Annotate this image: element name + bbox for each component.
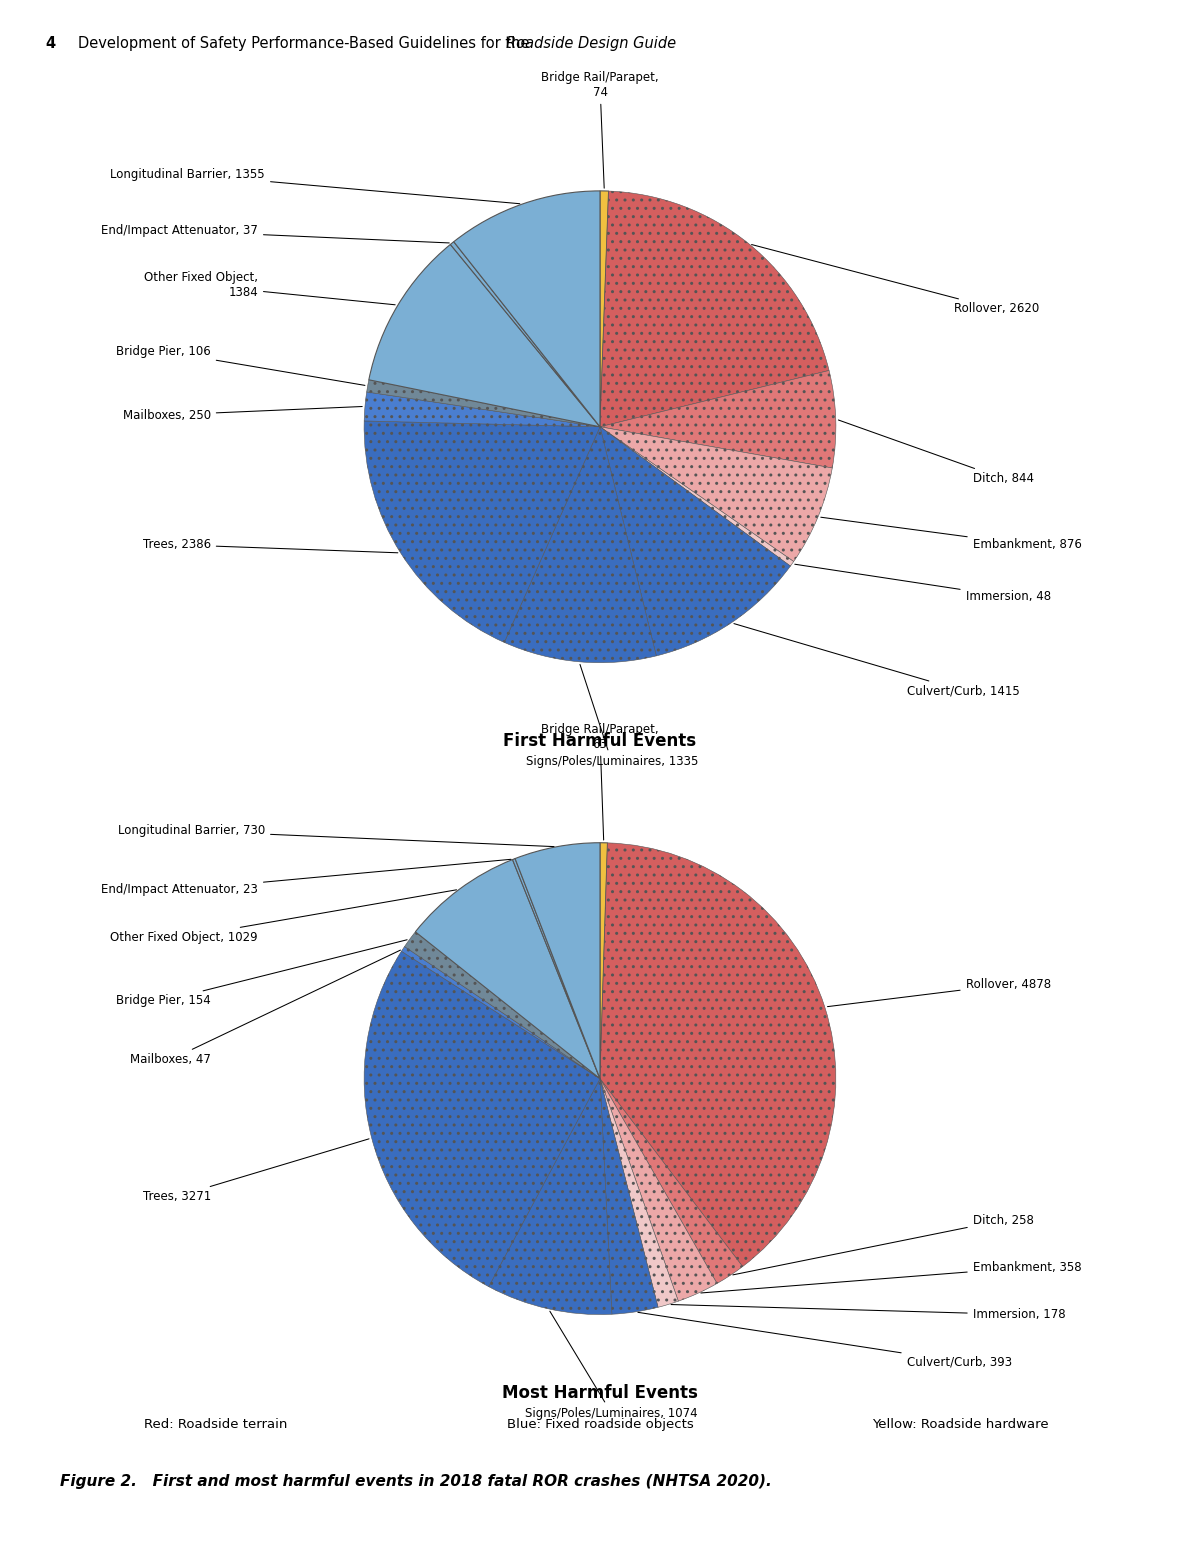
Wedge shape (415, 860, 600, 1079)
Text: Other Fixed Object, 1029: Other Fixed Object, 1029 (110, 889, 456, 944)
Wedge shape (600, 191, 608, 427)
Wedge shape (600, 427, 793, 566)
Wedge shape (454, 191, 600, 427)
Wedge shape (600, 427, 791, 656)
Text: Signs/Poles/Luminaires, 1335: Signs/Poles/Luminaires, 1335 (526, 664, 698, 768)
Wedge shape (364, 393, 600, 427)
Wedge shape (600, 191, 829, 427)
Wedge shape (364, 951, 600, 1287)
Wedge shape (515, 843, 600, 1079)
Title: First Harmful Events: First Harmful Events (504, 733, 696, 750)
Wedge shape (504, 427, 656, 663)
Wedge shape (600, 1079, 718, 1301)
Text: Bridge Rail/Parapet,
63: Bridge Rail/Parapet, 63 (541, 723, 659, 840)
Text: 4: 4 (46, 36, 55, 51)
Text: End/Impact Attenuator, 23: End/Impact Attenuator, 23 (101, 860, 511, 897)
Wedge shape (368, 244, 600, 427)
Text: Trees, 2386: Trees, 2386 (143, 539, 398, 553)
Text: Embankment, 876: Embankment, 876 (821, 517, 1081, 551)
Text: Embankment, 358: Embankment, 358 (701, 1260, 1081, 1293)
Wedge shape (600, 1079, 743, 1284)
Text: Bridge Pier, 106: Bridge Pier, 106 (116, 345, 365, 385)
Text: Longitudinal Barrier, 730: Longitudinal Barrier, 730 (118, 824, 554, 846)
Wedge shape (404, 931, 600, 1079)
Text: Ditch, 258: Ditch, 258 (733, 1214, 1033, 1274)
Wedge shape (364, 421, 600, 643)
Wedge shape (512, 858, 600, 1079)
Text: Development of Safety Performance-Based Guidelines for the: Development of Safety Performance-Based … (78, 36, 534, 51)
Text: Blue: Fixed roadside objects: Blue: Fixed roadside objects (506, 1419, 694, 1431)
Text: Bridge Rail/Parapet,
74: Bridge Rail/Parapet, 74 (541, 71, 659, 188)
Text: Roadside Design Guide: Roadside Design Guide (506, 36, 677, 51)
Wedge shape (600, 843, 607, 1079)
Text: Mailboxes, 250: Mailboxes, 250 (122, 407, 362, 422)
Text: Immersion, 48: Immersion, 48 (794, 565, 1051, 604)
Title: Most Harmful Events: Most Harmful Events (502, 1384, 698, 1401)
Wedge shape (402, 947, 600, 1079)
Wedge shape (600, 1079, 678, 1307)
Wedge shape (450, 242, 600, 427)
Wedge shape (600, 1079, 658, 1315)
Wedge shape (600, 371, 836, 469)
Wedge shape (488, 1079, 612, 1315)
Wedge shape (367, 380, 600, 427)
Text: Bridge Pier, 154: Bridge Pier, 154 (116, 941, 407, 1007)
Text: Rollover, 4878: Rollover, 4878 (828, 978, 1051, 1007)
Wedge shape (600, 843, 836, 1266)
Text: Mailboxes, 47: Mailboxes, 47 (130, 950, 401, 1066)
Text: Longitudinal Barrier, 1355: Longitudinal Barrier, 1355 (110, 168, 520, 203)
Text: Trees, 3271: Trees, 3271 (143, 1139, 370, 1203)
Text: Culvert/Curb, 393: Culvert/Curb, 393 (638, 1313, 1012, 1369)
Text: Immersion, 178: Immersion, 178 (671, 1305, 1066, 1321)
Text: Figure 2.   First and most harmful events in 2018 fatal ROR crashes (NHTSA 2020): Figure 2. First and most harmful events … (60, 1474, 772, 1490)
Text: Culvert/Curb, 1415: Culvert/Curb, 1415 (734, 624, 1020, 697)
Text: Signs/Poles/Luminaires, 1074: Signs/Poles/Luminaires, 1074 (526, 1311, 698, 1420)
Text: Yellow: Roadside hardware: Yellow: Roadside hardware (871, 1419, 1049, 1431)
Text: Other Fixed Object,
1384: Other Fixed Object, 1384 (144, 272, 395, 304)
Wedge shape (600, 427, 833, 562)
Text: Ditch, 844: Ditch, 844 (839, 421, 1033, 486)
Text: End/Impact Attenuator, 37: End/Impact Attenuator, 37 (101, 225, 449, 244)
Text: Red: Roadside terrain: Red: Roadside terrain (144, 1419, 288, 1431)
Text: Rollover, 2620: Rollover, 2620 (751, 245, 1039, 315)
